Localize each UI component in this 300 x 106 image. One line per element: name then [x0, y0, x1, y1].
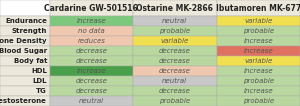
Text: variable: variable — [244, 18, 272, 24]
Bar — [133, 96, 217, 106]
Bar — [0, 96, 50, 106]
Bar — [217, 96, 300, 106]
Text: neutral: neutral — [162, 18, 187, 24]
Text: probable: probable — [159, 98, 190, 104]
Bar — [217, 86, 300, 96]
Text: decrease: decrease — [159, 68, 191, 74]
Bar — [50, 56, 133, 66]
Bar — [217, 16, 300, 26]
Bar — [133, 56, 217, 66]
Bar — [50, 86, 133, 96]
Bar — [50, 26, 133, 36]
Text: decrease: decrease — [75, 58, 107, 64]
Text: Bone Density: Bone Density — [0, 38, 47, 44]
Bar — [133, 26, 217, 36]
Text: increase: increase — [76, 18, 106, 24]
Bar — [133, 66, 217, 76]
Text: decrease: decrease — [75, 78, 107, 84]
Text: Ostarine MK-2866: Ostarine MK-2866 — [136, 4, 213, 13]
Text: Cardarine GW-501516: Cardarine GW-501516 — [44, 4, 138, 13]
Bar — [0, 36, 50, 46]
Bar — [50, 76, 133, 86]
Text: TG: TG — [36, 88, 47, 94]
Text: Ibutamoren MK-677: Ibutamoren MK-677 — [216, 4, 300, 13]
Text: probable: probable — [243, 28, 274, 34]
Text: probable: probable — [159, 28, 190, 34]
Bar — [133, 86, 217, 96]
Text: decrease: decrease — [75, 48, 107, 54]
Bar — [0, 16, 50, 26]
Bar — [50, 66, 133, 76]
Text: probable: probable — [243, 98, 274, 104]
Text: increase: increase — [243, 48, 273, 54]
Bar — [217, 76, 300, 86]
Text: neutral: neutral — [79, 98, 104, 104]
Text: reduces: reduces — [77, 38, 105, 44]
Text: LDL: LDL — [33, 78, 47, 84]
Text: decrease: decrease — [159, 58, 191, 64]
Text: decrease: decrease — [75, 88, 107, 94]
Bar — [50, 0, 133, 16]
Text: no data: no data — [78, 28, 105, 34]
Bar — [50, 16, 133, 26]
Bar — [217, 46, 300, 56]
Bar — [133, 76, 217, 86]
Bar — [217, 56, 300, 66]
Bar — [217, 26, 300, 36]
Bar — [133, 0, 217, 16]
Bar — [133, 36, 217, 46]
Text: increase: increase — [243, 68, 273, 74]
Bar — [217, 0, 300, 16]
Bar — [0, 86, 50, 96]
Text: decrease: decrease — [159, 48, 191, 54]
Text: Blood Sugar: Blood Sugar — [0, 48, 47, 54]
Text: increase: increase — [243, 88, 273, 94]
Bar — [50, 46, 133, 56]
Text: Endurance: Endurance — [5, 18, 47, 24]
Bar — [50, 36, 133, 46]
Bar — [133, 46, 217, 56]
Text: Body fat: Body fat — [14, 58, 47, 64]
Text: increase: increase — [76, 68, 106, 74]
Text: variable: variable — [160, 38, 189, 44]
Text: neutral: neutral — [162, 78, 187, 84]
Bar — [0, 0, 50, 16]
Bar — [133, 16, 217, 26]
Bar — [0, 46, 50, 56]
Text: variable: variable — [244, 58, 272, 64]
Text: probable: probable — [243, 78, 274, 84]
Text: Testosterone: Testosterone — [0, 98, 47, 104]
Text: decrease: decrease — [159, 88, 191, 94]
Text: increase: increase — [243, 38, 273, 44]
Bar — [0, 56, 50, 66]
Text: HDL: HDL — [31, 68, 47, 74]
Bar — [0, 26, 50, 36]
Bar — [0, 66, 50, 76]
Bar — [217, 66, 300, 76]
Bar — [217, 36, 300, 46]
Text: Strength: Strength — [12, 28, 47, 34]
Bar — [0, 76, 50, 86]
Bar — [50, 96, 133, 106]
